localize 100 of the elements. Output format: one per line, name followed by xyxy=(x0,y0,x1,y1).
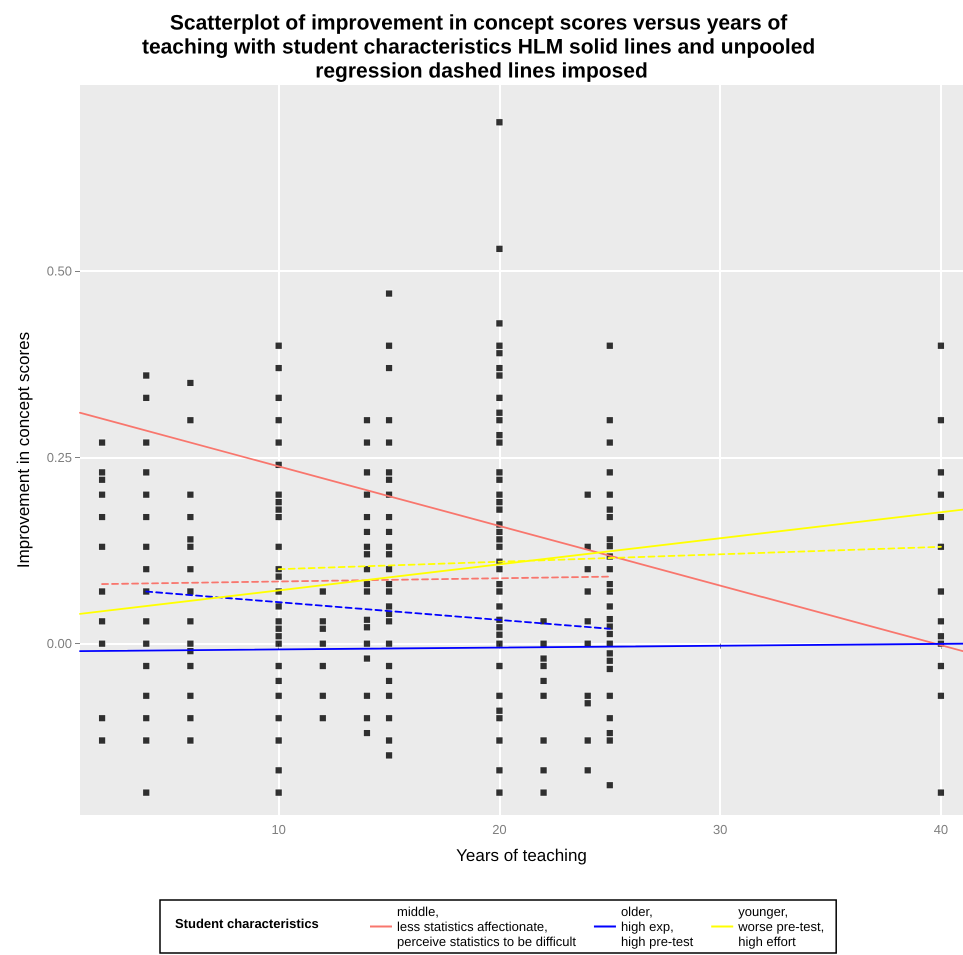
legend-label: middle, less statistics affectionate, perceive statistics to be difficult xyxy=(397,904,576,949)
point xyxy=(496,580,504,588)
point xyxy=(496,692,504,700)
point xyxy=(363,616,371,624)
point xyxy=(496,372,504,380)
point xyxy=(318,617,327,626)
point xyxy=(385,588,393,596)
x-tick-label: 20 xyxy=(492,822,507,837)
point xyxy=(98,588,106,596)
point xyxy=(385,714,393,722)
point xyxy=(186,513,194,521)
point xyxy=(142,565,150,574)
point xyxy=(606,630,614,638)
point xyxy=(937,416,945,424)
point xyxy=(274,602,283,610)
point xyxy=(496,468,504,476)
point xyxy=(496,498,504,506)
point xyxy=(274,624,283,633)
point xyxy=(274,714,283,722)
point xyxy=(606,542,614,550)
point xyxy=(540,654,548,662)
point xyxy=(274,677,283,685)
point xyxy=(937,788,945,797)
point xyxy=(186,662,194,670)
point xyxy=(496,528,504,536)
point xyxy=(540,662,548,670)
legend-title: Student characteristics xyxy=(175,916,319,931)
point xyxy=(98,468,106,476)
point xyxy=(496,588,504,596)
y-tick-label: 0.00 xyxy=(46,636,72,652)
point xyxy=(363,513,371,521)
point xyxy=(363,490,371,499)
point xyxy=(98,476,106,484)
chart-title: Scatterplot of improvement in concept scores versus years of teaching with student characteristics HLM solid lines and unpooled regression dashed lines imposed xyxy=(142,12,822,82)
point xyxy=(385,617,393,626)
point xyxy=(606,588,614,596)
point xyxy=(363,416,371,424)
point xyxy=(606,513,614,521)
point xyxy=(274,692,283,700)
point xyxy=(496,766,504,774)
point xyxy=(385,692,393,700)
point xyxy=(142,394,150,402)
point xyxy=(274,788,283,797)
point xyxy=(385,640,393,648)
point xyxy=(606,692,614,700)
point xyxy=(363,623,371,632)
point xyxy=(385,513,393,521)
point xyxy=(186,736,194,744)
point xyxy=(540,766,548,774)
point xyxy=(274,632,283,640)
point xyxy=(363,654,371,662)
point xyxy=(606,468,614,476)
point xyxy=(496,394,504,402)
point xyxy=(385,580,393,588)
point xyxy=(274,394,283,402)
point xyxy=(584,736,592,744)
point xyxy=(274,416,283,424)
point xyxy=(496,416,504,424)
point xyxy=(274,342,283,350)
point xyxy=(274,513,283,521)
point xyxy=(385,528,393,536)
point xyxy=(937,662,945,670)
point xyxy=(385,438,393,446)
point xyxy=(142,617,150,626)
point xyxy=(496,476,504,484)
point xyxy=(496,118,504,126)
x-tick-label: 40 xyxy=(934,822,948,837)
point xyxy=(606,438,614,446)
point xyxy=(186,490,194,499)
point xyxy=(363,528,371,536)
point xyxy=(385,364,393,372)
point xyxy=(98,513,106,521)
point xyxy=(385,290,393,298)
point xyxy=(606,565,614,574)
point xyxy=(142,438,150,446)
point xyxy=(606,580,614,588)
point xyxy=(186,416,194,424)
point xyxy=(385,542,393,551)
x-axis-title: Years of teaching xyxy=(456,846,587,865)
point xyxy=(186,714,194,722)
point xyxy=(385,468,393,476)
legend-label: younger, worse pre-test, high effort xyxy=(737,904,824,949)
y-axis-title: Improvement in concept scores xyxy=(14,332,33,568)
point xyxy=(142,640,150,648)
point xyxy=(142,513,150,521)
point xyxy=(496,542,504,551)
point xyxy=(496,431,504,439)
point xyxy=(385,677,393,685)
point xyxy=(540,788,548,797)
point xyxy=(496,535,504,544)
point xyxy=(186,617,194,626)
point xyxy=(98,640,106,648)
point xyxy=(318,624,327,633)
point xyxy=(186,542,194,551)
point xyxy=(584,699,592,708)
point xyxy=(496,565,504,574)
point xyxy=(142,714,150,722)
point xyxy=(363,714,371,722)
point xyxy=(186,692,194,700)
point xyxy=(496,662,504,670)
